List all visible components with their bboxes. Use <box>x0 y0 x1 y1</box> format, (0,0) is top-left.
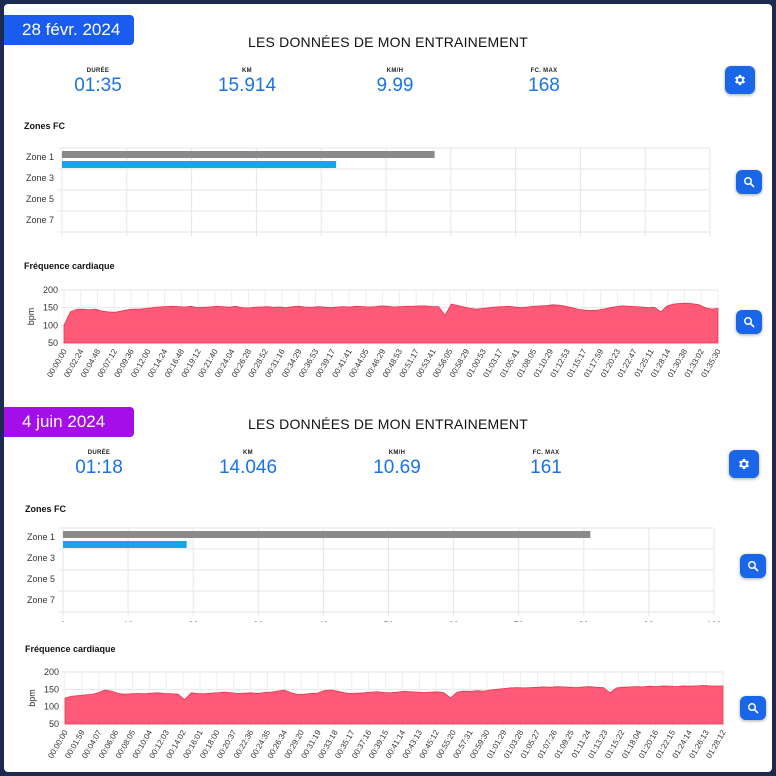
zone-bar <box>62 151 435 158</box>
x-tick-label: 80 <box>579 620 589 622</box>
zone-bar <box>63 541 187 548</box>
zones-chart: 0 10 20 30 40 50 60 70 80 90 100 Zone 1 Zone 3 Zone 5… <box>27 527 722 622</box>
x-tick-label: 100 <box>706 620 721 622</box>
stat-km: KM 14.046 <box>188 450 308 479</box>
x-tick-label: 40 <box>318 620 328 622</box>
y-tick-label: Zone 3 <box>26 173 54 183</box>
zoom-button[interactable] <box>740 554 766 578</box>
magnifier-icon <box>748 561 759 572</box>
x-tick-label: 10 <box>123 620 133 622</box>
x-tick-label: 30 <box>253 620 263 622</box>
stat-value: 01:35 <box>74 75 122 96</box>
x-tick-label: 50 <box>383 620 393 622</box>
y-axis-label: bpm <box>27 689 37 707</box>
stat-value: 10.69 <box>373 457 421 478</box>
y-tick-label: Zone 1 <box>27 532 55 542</box>
hr-section-title: Fréquence cardiaque <box>24 261 115 271</box>
stat-value: 9.99 <box>376 75 414 96</box>
session-card-1: 28 févr. 2024 LES DONNÉES DE MON ENTRAIN… <box>4 4 772 394</box>
y-tick-label: Zone 5 <box>27 574 55 584</box>
heart-rate-area <box>63 302 719 344</box>
stat-value: 15.914 <box>217 75 277 96</box>
x-tick-label: 0 <box>60 620 65 622</box>
app-frame: 28 févr. 2024 LES DONNÉES DE MON ENTRAIN… <box>4 4 772 772</box>
gear-icon <box>734 74 746 86</box>
stat-value: 01:18 <box>75 457 123 478</box>
stat-value: 161 <box>530 457 562 478</box>
stat-label: KM <box>243 450 253 456</box>
y-tick-label: 150 <box>43 303 58 313</box>
zone-bar <box>62 161 337 168</box>
settings-button[interactable] <box>729 450 759 478</box>
y-tick-label: Zone 5 <box>26 194 54 204</box>
stat-label: KM/H <box>388 450 406 456</box>
stat-hr-max: FC. MAX 168 <box>484 68 604 97</box>
gear-icon <box>738 458 750 470</box>
heart-rate-chart: 50100150200bpm00:00:0000:02:2400:04:4800… <box>26 285 723 379</box>
y-tick-label: 50 <box>49 719 59 729</box>
magnifier-icon <box>748 703 759 714</box>
zoom-button[interactable] <box>736 310 762 334</box>
zone-bar <box>63 531 591 538</box>
stat-duration: DURÉE 01:35 <box>38 68 158 97</box>
y-axis-label: bpm <box>26 308 36 326</box>
session-date-badge: 4 juin 2024 <box>4 407 134 437</box>
y-tick-label: Zone 3 <box>27 553 55 563</box>
settings-button[interactable] <box>725 66 755 94</box>
magnifier-icon <box>744 177 755 188</box>
y-tick-label: Zone 1 <box>26 152 54 162</box>
stat-hr-max: FC. MAX 161 <box>486 450 606 479</box>
stat-label: FC. MAX <box>532 450 560 456</box>
x-tick-label: 70 <box>514 620 524 622</box>
x-tick-label: 90 <box>644 620 654 622</box>
session-card-2: 4 juin 2024 LES DONNÉES DE MON ENTRAINEM… <box>4 398 772 772</box>
stat-label: DURÉE <box>87 450 111 456</box>
y-tick-label: 200 <box>44 667 59 677</box>
stat-label: FC. MAX <box>530 68 558 74</box>
stat-value: 168 <box>528 75 560 96</box>
y-tick-label: Zone 7 <box>27 595 55 605</box>
heart-rate-chart: 50100150200bpm00:00:0000:01:5900:04:0700… <box>27 667 728 760</box>
session-title: LES DONNÉES DE MON ENTRAINEMENT <box>247 416 528 432</box>
y-tick-label: 50 <box>48 338 58 348</box>
x-tick-label: 60 <box>449 620 459 622</box>
zones-section-title: Zones FC <box>24 121 66 131</box>
stat-duration: DURÉE 01:18 <box>39 450 159 479</box>
y-tick-label: 150 <box>44 684 59 694</box>
zoom-button[interactable] <box>736 170 762 194</box>
zoom-button[interactable] <box>740 696 766 720</box>
stat-label: DURÉE <box>86 68 110 74</box>
stat-speed: KM/H 9.99 <box>335 68 455 97</box>
y-tick-label: 100 <box>44 702 59 712</box>
magnifier-icon <box>744 317 755 328</box>
hr-section-title: Fréquence cardiaque <box>25 644 116 654</box>
stat-value: 14.046 <box>218 457 278 478</box>
x-tick-label: 20 <box>188 620 198 622</box>
stat-speed: KM/H 10.69 <box>337 450 457 479</box>
stat-label: KM/H <box>386 68 404 74</box>
y-tick-label: Zone 7 <box>26 215 54 225</box>
zones-section-title: Zones FC <box>25 504 67 514</box>
y-tick-label: 100 <box>43 320 58 330</box>
heart-rate-area <box>64 685 724 725</box>
session-date-badge: 28 févr. 2024 <box>4 15 134 45</box>
session-title: LES DONNÉES DE MON ENTRAINEMENT <box>247 34 528 50</box>
y-tick-label: 200 <box>43 285 58 295</box>
stat-km: KM 15.914 <box>187 68 307 97</box>
stat-label: KM <box>242 68 252 74</box>
